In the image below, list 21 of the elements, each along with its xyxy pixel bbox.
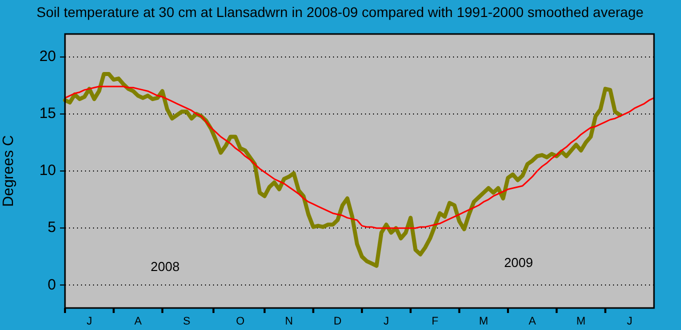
x-tick-label: M — [479, 316, 488, 328]
x-tick-label: O — [236, 316, 245, 328]
x-tick-label: J — [384, 316, 390, 328]
x-tick-label: F — [432, 316, 439, 328]
annotation: 2009 — [504, 255, 533, 270]
x-tick-label: J — [86, 316, 92, 328]
y-axis-title: Degrees C — [0, 134, 18, 207]
y-tick-label: 10 — [39, 162, 56, 180]
x-tick-label: N — [284, 316, 293, 328]
x-tick-label: A — [528, 316, 537, 328]
y-tick-label: 20 — [39, 48, 56, 65]
y-tick-label: 0 — [48, 276, 56, 294]
y-tick-label: 5 — [48, 219, 56, 236]
x-tick-label: A — [134, 316, 142, 328]
chart-title: Soil temperature at 30 cm at Llansadwrn in 2008-09 compared with 1991-2000 smoothed average — [36, 4, 644, 20]
x-tick-label: S — [183, 316, 190, 328]
x-tick-label: D — [334, 316, 342, 328]
x-tick-label: J — [626, 316, 632, 328]
annotation: 2008 — [150, 259, 180, 274]
x-tick-label: M — [576, 316, 586, 328]
y-tick-label: 15 — [39, 105, 56, 122]
